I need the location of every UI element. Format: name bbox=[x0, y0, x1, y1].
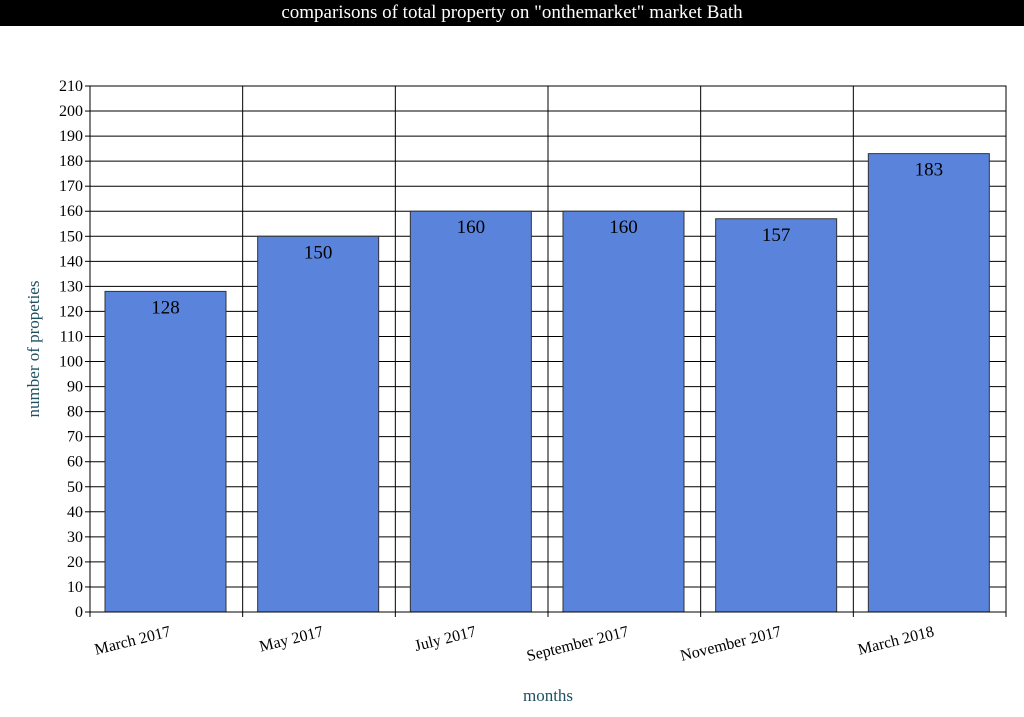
y-tick-label: 170 bbox=[59, 178, 83, 195]
bar-value-label: 128 bbox=[151, 297, 180, 318]
chart-title: comparisons of total property on "onthem… bbox=[0, 0, 1024, 26]
y-tick-label: 190 bbox=[59, 128, 83, 145]
y-tick-label: 90 bbox=[67, 379, 83, 396]
bar-value-label: 183 bbox=[915, 160, 944, 181]
y-tick-label: 40 bbox=[67, 504, 83, 521]
y-tick-label: 130 bbox=[59, 278, 83, 295]
y-tick-label: 80 bbox=[67, 404, 83, 421]
y-tick-label: 150 bbox=[59, 228, 83, 245]
x-tick-label: May 2017 bbox=[258, 623, 326, 655]
x-axis-title: months bbox=[523, 686, 573, 705]
bar bbox=[715, 218, 838, 613]
bar bbox=[867, 153, 990, 613]
bar-value-label: 160 bbox=[609, 217, 638, 238]
y-tick-label: 110 bbox=[60, 328, 83, 345]
y-tick-label: 20 bbox=[67, 554, 83, 571]
bar-value-label: 157 bbox=[762, 225, 791, 246]
y-tick-label: 70 bbox=[67, 429, 83, 446]
y-tick-label: 120 bbox=[59, 303, 83, 320]
x-tick-label: November 2017 bbox=[679, 623, 784, 665]
y-tick-label: 180 bbox=[59, 153, 83, 170]
grid-layer bbox=[90, 85, 1006, 612]
bar-value-label: 150 bbox=[304, 242, 333, 263]
bar bbox=[257, 235, 380, 613]
axis-layer bbox=[85, 85, 1007, 617]
y-tick-label: 0 bbox=[75, 604, 83, 621]
y-tick-label: 100 bbox=[59, 354, 83, 371]
y-tick-label: 30 bbox=[67, 529, 83, 546]
bar bbox=[562, 210, 685, 613]
bar-layer bbox=[104, 153, 990, 613]
y-tick-label: 200 bbox=[59, 103, 83, 120]
y-tick-label: 210 bbox=[59, 78, 83, 95]
y-tick-label: 140 bbox=[59, 253, 83, 270]
bar bbox=[409, 210, 532, 613]
x-tick-label: July 2017 bbox=[413, 623, 478, 655]
y-axis-title: number of propeties bbox=[24, 281, 43, 418]
x-tick-label: March 2018 bbox=[856, 623, 936, 658]
x-tick-label: March 2017 bbox=[93, 623, 173, 658]
y-tick-label: 60 bbox=[67, 454, 83, 471]
y-tick-label: 50 bbox=[67, 479, 83, 496]
bar-value-label: 160 bbox=[457, 217, 486, 238]
y-tick-label: 160 bbox=[59, 203, 83, 220]
y-tick-label: 10 bbox=[67, 579, 83, 596]
bar bbox=[104, 290, 227, 613]
x-tick-label: September 2017 bbox=[525, 623, 630, 665]
